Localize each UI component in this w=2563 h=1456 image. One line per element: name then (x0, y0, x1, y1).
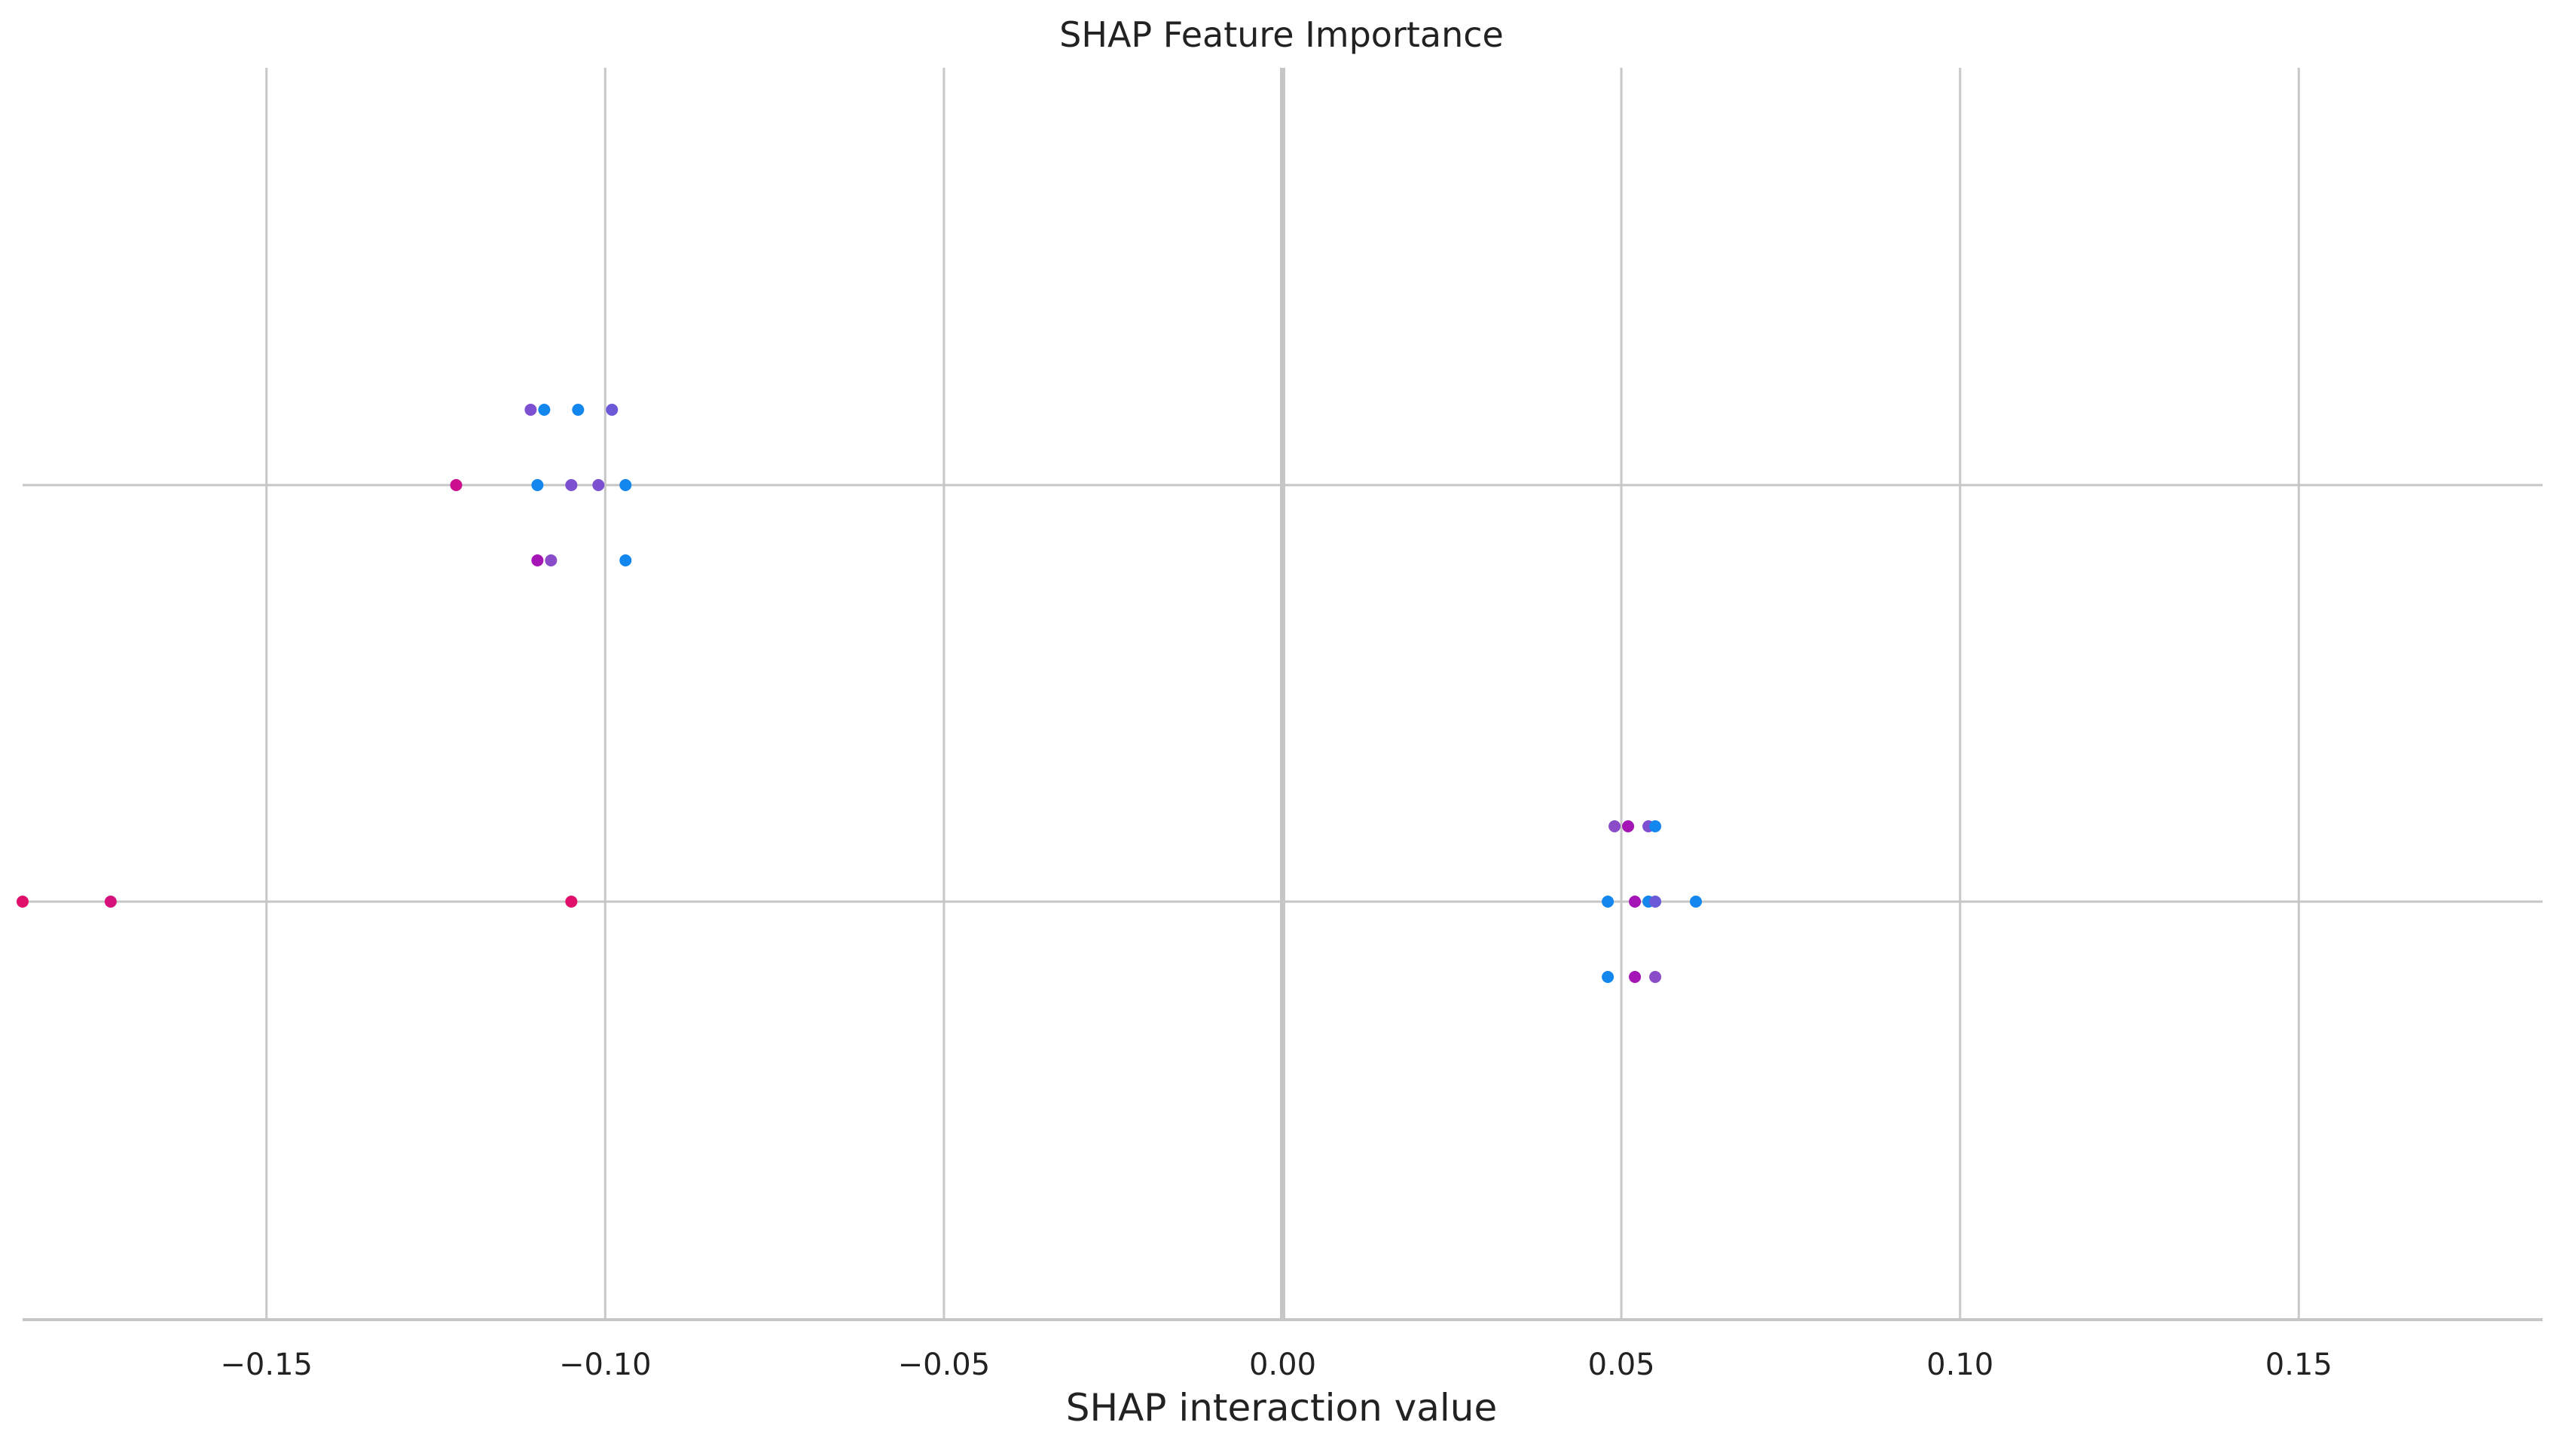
data-point (531, 479, 544, 491)
data-point (1690, 896, 1703, 908)
data-point (450, 479, 463, 491)
x-tick-label: 0.10 (1926, 1348, 1993, 1382)
data-point (565, 896, 578, 908)
data-point (619, 554, 632, 566)
data-point (1622, 820, 1635, 832)
data-point (524, 404, 537, 416)
data-point (1608, 820, 1621, 832)
x-tick-label: −0.15 (220, 1348, 313, 1382)
chart-title: SHAP Feature Importance (1059, 14, 1504, 55)
x-tick-label: 0.05 (1588, 1348, 1655, 1382)
data-point (1629, 971, 1642, 983)
data-point (17, 896, 29, 908)
data-point (572, 404, 585, 416)
data-point (538, 404, 551, 416)
data-point (104, 896, 117, 908)
data-point (545, 554, 558, 566)
data-point (1649, 971, 1662, 983)
data-point (619, 479, 632, 491)
data-point (1649, 820, 1662, 832)
x-tick-label: 0.15 (2265, 1348, 2332, 1382)
data-point (1602, 971, 1614, 983)
data-point (1602, 896, 1614, 908)
x-axis-label: SHAP interaction value (1066, 1386, 1497, 1430)
x-tick-label: −0.10 (559, 1348, 652, 1382)
x-tick-label: −0.05 (898, 1348, 991, 1382)
data-point (565, 479, 578, 491)
data-point (1629, 896, 1642, 908)
data-point (606, 404, 619, 416)
data-point (531, 554, 544, 566)
x-tick-label: 0.00 (1249, 1348, 1316, 1382)
data-point (592, 479, 605, 491)
data-point (1649, 896, 1662, 908)
vertical-grid (265, 68, 2300, 1320)
x-axis-ticks: −0.15 −0.10 −0.05 0.00 0.05 0.10 0.15 (220, 1348, 2332, 1382)
data-points (17, 404, 1703, 983)
